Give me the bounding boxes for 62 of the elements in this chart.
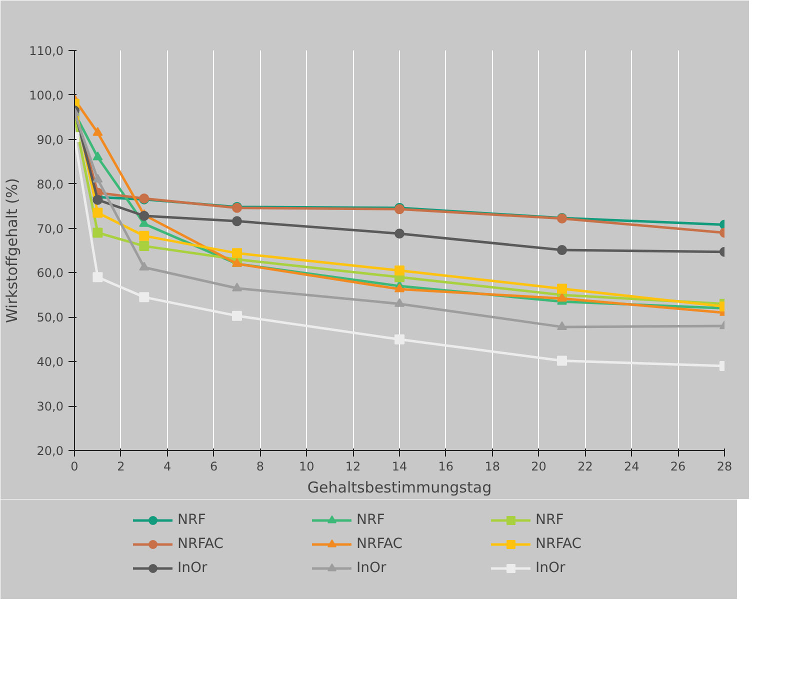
point: [232, 216, 242, 226]
point: [232, 310, 242, 321]
point: [557, 356, 567, 366]
point: [139, 230, 150, 241]
point: [557, 284, 567, 294]
x-tick-label: 20: [531, 460, 546, 474]
point: [92, 174, 103, 182]
legend-label: NRF: [356, 512, 386, 528]
x-tick-label: 4: [164, 460, 172, 474]
x-tick-label: 0: [70, 460, 78, 474]
point: [394, 334, 404, 344]
y-tick-label: 20,0: [36, 444, 64, 458]
x-tick-label: 18: [484, 460, 500, 474]
x-tick-label: 16: [438, 460, 454, 474]
legend-label: InOr: [536, 560, 566, 576]
legend-label: NRFAC: [536, 536, 583, 552]
point: [92, 127, 103, 136]
y-tick-label: 60,0: [36, 266, 64, 280]
point: [92, 208, 103, 218]
point: [557, 321, 567, 330]
y-axis-title: Wirkstoffgehalt (%): [3, 178, 22, 323]
point: [232, 248, 242, 258]
x-tick-label: 24: [624, 460, 640, 474]
point: [139, 292, 150, 302]
legend-label: NRFAC: [178, 536, 225, 552]
point: [394, 298, 404, 307]
point: [557, 245, 567, 256]
point: [92, 151, 103, 160]
y-tick-label: 100,0: [29, 88, 64, 102]
point: [394, 228, 404, 239]
legend-label: InOr: [178, 560, 208, 576]
y-tick-label: 110,0: [29, 44, 64, 58]
legend-label: NRF: [178, 512, 207, 528]
x-tick-label: 26: [670, 460, 686, 474]
x-tick-label: 22: [578, 460, 593, 474]
x-axis-title: Gehaltsbestimmungstag: [307, 478, 492, 496]
legend-label: InOr: [356, 560, 388, 576]
point: [92, 194, 103, 205]
x-tick-label: 28: [716, 460, 732, 474]
point: [557, 292, 567, 302]
x-tick-label: 14: [392, 460, 408, 474]
legend-label: NRFAC: [356, 536, 404, 552]
point: [394, 283, 404, 292]
x-tick-label: 8: [256, 460, 264, 474]
point: [232, 282, 242, 292]
point: [139, 241, 150, 252]
x-tick-label: 10: [299, 460, 314, 474]
x-tick-label: 12: [345, 460, 361, 474]
legend-label: NRF: [536, 512, 565, 528]
point: [139, 210, 150, 221]
point: [139, 262, 150, 270]
y-tick-label: 70,0: [36, 222, 64, 236]
x-tick-label: 6: [210, 460, 218, 474]
point: [92, 272, 103, 282]
point: [92, 228, 103, 238]
y-tick-label: 50,0: [36, 310, 64, 325]
y-tick-label: 30,0: [36, 400, 64, 414]
y-tick-label: 40,0: [36, 355, 64, 370]
point: [394, 266, 404, 276]
x-tick-label: 2: [117, 460, 125, 474]
y-tick-label: 90,0: [36, 132, 64, 147]
y-tick-label: 80,0: [36, 177, 64, 192]
